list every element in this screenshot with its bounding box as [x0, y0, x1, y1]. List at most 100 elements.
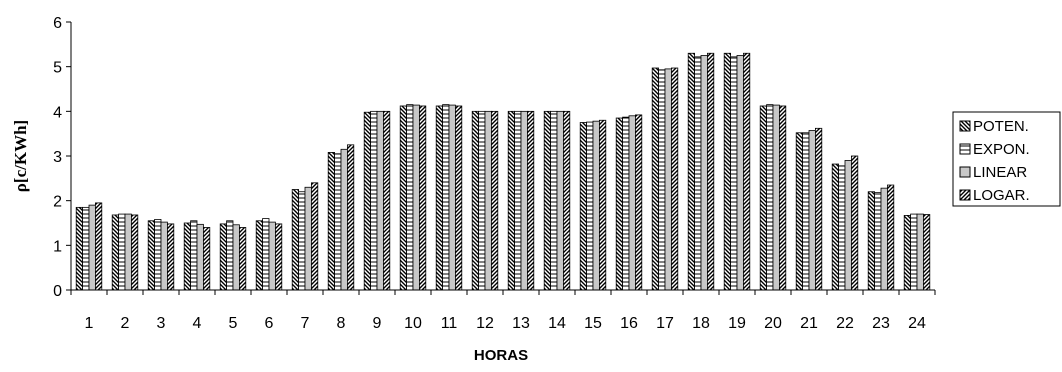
bar-expon-21: [803, 133, 809, 290]
bar-linear-23: [881, 188, 887, 290]
bar-linear-20: [773, 105, 779, 290]
x-tick-label: 21: [800, 315, 818, 332]
bar-expon-18: [695, 57, 701, 290]
x-tick-label: 11: [441, 315, 458, 332]
bar-linear-17: [665, 69, 671, 290]
bar-logar-24: [923, 215, 929, 290]
bar-expon-10: [407, 105, 413, 290]
bar-linear-22: [845, 160, 851, 290]
bar-expon-8: [335, 154, 341, 290]
bar-logar-20: [779, 106, 785, 290]
bar-linear-6: [269, 222, 275, 290]
bar-poten-17: [652, 68, 658, 290]
bar-poten-20: [760, 106, 766, 290]
y-tick-label: 2: [53, 194, 62, 211]
bar-expon-14: [551, 111, 557, 290]
y-tick-label: 1: [53, 238, 62, 255]
bar-logar-5: [239, 227, 245, 290]
bar-linear-9: [377, 111, 383, 290]
y-tick-label: 0: [53, 283, 62, 300]
y-tick-label: 6: [53, 15, 62, 32]
bar-linear-15: [593, 121, 599, 290]
x-tick-label: 2: [121, 315, 130, 332]
x-tick-label: 12: [476, 315, 494, 332]
x-tick-label: 3: [157, 315, 166, 332]
bar-logar-8: [347, 145, 353, 290]
bar-linear-3: [161, 222, 167, 290]
bar-logar-23: [887, 185, 893, 290]
legend-label: EXPON.: [973, 141, 1030, 158]
bar-logar-2: [131, 215, 137, 290]
x-tick-label: 7: [301, 315, 310, 332]
bar-expon-20: [767, 105, 773, 290]
legend-label: LINEAR: [973, 164, 1027, 181]
bar-poten-12: [472, 111, 478, 290]
x-tick-label: 24: [908, 315, 926, 332]
bar-linear-12: [485, 111, 491, 290]
bar-linear-5: [233, 225, 239, 290]
bar-expon-13: [515, 111, 521, 290]
legend: POTEN.EXPON.LINEARLOGAR.: [953, 112, 1060, 206]
bars-group: [76, 53, 930, 290]
bar-logar-3: [167, 224, 173, 290]
bar-logar-21: [815, 128, 821, 290]
bar-poten-8: [328, 152, 334, 290]
bar-linear-1: [89, 205, 95, 290]
legend-swatch: [960, 190, 970, 200]
legend-label: POTEN.: [973, 118, 1029, 135]
bar-logar-6: [275, 224, 281, 290]
bar-linear-16: [629, 116, 635, 290]
y-tick-label: 4: [53, 104, 62, 121]
bar-linear-2: [125, 214, 131, 290]
x-tick-label: 22: [836, 315, 854, 332]
bar-expon-4: [191, 221, 197, 290]
bar-poten-14: [544, 111, 550, 290]
x-tick-label: 4: [193, 315, 202, 332]
bar-poten-4: [184, 223, 190, 290]
bar-poten-9: [364, 112, 370, 290]
x-tick-label: 19: [728, 315, 746, 332]
bar-linear-19: [737, 56, 743, 291]
x-axis-title: HORAS: [474, 347, 528, 364]
bar-linear-14: [557, 111, 563, 290]
bar-expon-17: [659, 70, 665, 290]
bar-logar-15: [599, 120, 605, 290]
bar-logar-22: [851, 156, 857, 290]
bar-logar-14: [563, 111, 569, 290]
bar-expon-1: [83, 207, 89, 290]
legend-swatch: [960, 167, 970, 177]
bar-linear-21: [809, 131, 815, 290]
x-tick-label: 5: [229, 315, 238, 332]
x-tick-label: 18: [692, 315, 710, 332]
x-ticks: 1 2 3 4 5 6 7 8 9 10 11 12 13 14 15 16 17 18 19 20 21 22 23 24: [71, 290, 935, 332]
bar-poten-19: [724, 53, 730, 290]
bar-poten-2: [112, 215, 118, 290]
bar-poten-7: [292, 190, 298, 291]
bar-linear-11: [449, 105, 455, 290]
bar-expon-23: [875, 193, 881, 290]
bar-linear-7: [305, 187, 311, 290]
x-tick-label: 20: [764, 315, 782, 332]
x-tick-label: 1: [85, 315, 94, 332]
bar-linear-18: [701, 56, 707, 291]
bar-poten-6: [256, 221, 262, 290]
bar-expon-7: [299, 192, 305, 290]
bar-expon-11: [443, 105, 449, 290]
bar-expon-6: [263, 219, 269, 290]
bar-poten-22: [832, 164, 838, 290]
x-tick-label: 6: [265, 315, 274, 332]
bar-expon-2: [119, 214, 125, 290]
bar-poten-10: [400, 106, 406, 290]
bar-logar-19: [743, 53, 749, 290]
bar-expon-16: [623, 117, 629, 290]
bar-logar-11: [455, 106, 461, 290]
bar-poten-11: [436, 106, 442, 290]
x-tick-label: 13: [512, 315, 530, 332]
bar-logar-9: [383, 111, 389, 290]
bar-logar-13: [527, 111, 533, 290]
y-ticks: 0 1 2 3 4 5 6: [53, 15, 71, 300]
x-tick-label: 16: [620, 315, 638, 332]
bar-poten-3: [148, 221, 154, 290]
bar-logar-12: [491, 111, 497, 290]
bar-poten-23: [868, 192, 874, 290]
